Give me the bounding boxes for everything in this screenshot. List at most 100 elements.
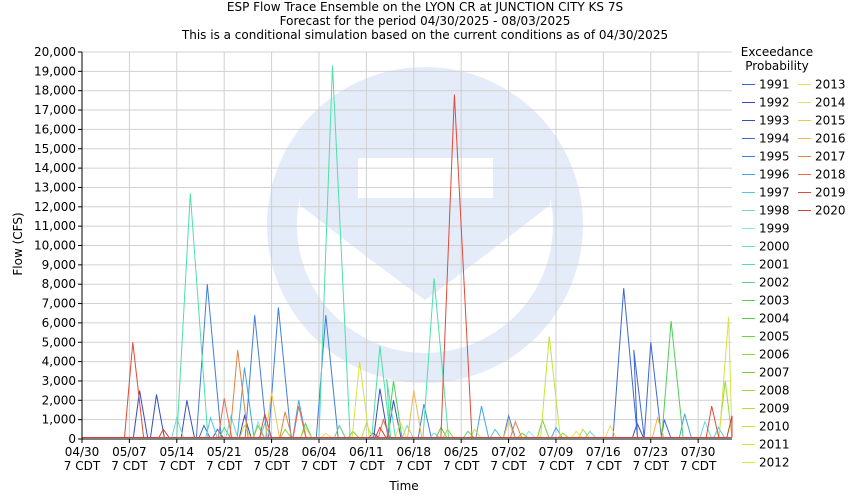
y-tick-label: 9,000 xyxy=(42,258,76,272)
y-tick-label: 18,000 xyxy=(34,84,76,98)
legend-swatch xyxy=(742,264,755,265)
chart-title: ESP Flow Trace Ensemble on the LYON CR a… xyxy=(226,0,624,14)
legend-swatch xyxy=(798,84,811,85)
legend-swatch xyxy=(742,462,755,463)
x-tick-label-date: 06/25 xyxy=(444,445,479,459)
legend-item-2018: 2018 xyxy=(798,165,846,183)
x-tick-label-date: 06/18 xyxy=(396,445,431,459)
y-tick-label: 11,000 xyxy=(34,219,76,233)
x-tick-label-date: 05/21 xyxy=(207,445,242,459)
legend-swatch xyxy=(742,102,755,103)
legend-item-1998: 1998 xyxy=(742,201,790,219)
legend-swatch xyxy=(742,120,755,121)
legend-item-2015: 2015 xyxy=(798,111,846,129)
legend-label: 1996 xyxy=(759,167,790,182)
y-tick-label: 6,000 xyxy=(42,316,76,330)
legend-label: 2014 xyxy=(815,95,846,110)
y-tick-label: 19,000 xyxy=(34,64,76,78)
legend-item-1994: 1994 xyxy=(742,129,790,147)
legend-swatch xyxy=(742,444,755,445)
legend-swatch xyxy=(798,102,811,103)
legend-label: 2000 xyxy=(759,239,790,254)
legend-label: 1998 xyxy=(759,203,790,218)
x-tick-label-tz: 7 CDT xyxy=(443,459,480,473)
plot-axes: 0 1,000 2,000 3,000 4,000 5,000 6,000 7,000 8,00… xyxy=(34,45,732,473)
y-tick-label: 1,000 xyxy=(42,413,76,427)
legend-label: 1994 xyxy=(759,131,790,146)
y-axis-label: Flow (CFS) xyxy=(11,212,25,275)
legend-swatch xyxy=(742,282,755,283)
series-line-2001 xyxy=(82,65,732,438)
x-tick-label-date: 04/30 xyxy=(65,445,100,459)
legend-swatch xyxy=(742,426,755,427)
legend-item-1995: 1995 xyxy=(742,147,790,165)
legend-swatch xyxy=(742,156,755,157)
y-tick-label: 2,000 xyxy=(42,393,76,407)
legend-label: 2010 xyxy=(759,419,790,434)
legend-item-2000: 2000 xyxy=(742,237,790,255)
legend-item-1993: 1993 xyxy=(742,111,790,129)
legend-swatch xyxy=(742,300,755,301)
y-tick-label: 10,000 xyxy=(34,239,76,253)
y-tick-label: 14,000 xyxy=(34,161,76,175)
series-line-2020 xyxy=(82,415,733,438)
x-tick-label-tz: 7 CDT xyxy=(253,459,290,473)
legend: Exceedance Probability 1991 1992 1993 1994 1… xyxy=(740,45,850,470)
legend-title-exceedance: Exceedance xyxy=(740,45,814,59)
x-tick-label-tz: 7 CDT xyxy=(348,459,385,473)
legend-item-2014: 2014 xyxy=(798,93,846,111)
plot-grid xyxy=(81,51,732,440)
legend-item-2016: 2016 xyxy=(798,129,846,147)
legend-item-2009: 2009 xyxy=(742,399,790,417)
legend-label: 2008 xyxy=(759,383,790,398)
y-tick-label: 8,000 xyxy=(42,277,76,291)
legend-item-2005: 2005 xyxy=(742,327,790,345)
legend-label: 2006 xyxy=(759,347,790,362)
legend-label: 2009 xyxy=(759,401,790,416)
x-tick-label-tz: 7 CDT xyxy=(206,459,243,473)
legend-label: 1993 xyxy=(759,113,790,128)
y-tick-label: 15,000 xyxy=(34,142,76,156)
series-line-1992 xyxy=(82,388,732,438)
series-lines xyxy=(82,65,733,438)
x-tick-label-tz: 7 CDT xyxy=(633,459,670,473)
series-line-2007 xyxy=(82,417,732,438)
legend-item-1999: 1999 xyxy=(742,219,790,237)
x-tick-label-tz: 7 CDT xyxy=(64,459,101,473)
x-tick-label-date: 06/04 xyxy=(302,445,337,459)
legend-item-2006: 2006 xyxy=(742,345,790,363)
legend-swatch xyxy=(742,372,755,373)
legend-swatch xyxy=(742,228,755,229)
legend-item-2019: 2019 xyxy=(798,183,846,201)
series-line-2017 xyxy=(82,349,732,438)
legend-label: 2003 xyxy=(759,293,790,308)
legend-item-2013: 2013 xyxy=(798,75,846,93)
x-tick-label-tz: 7 CDT xyxy=(680,459,717,473)
legend-swatch xyxy=(742,84,755,85)
y-tick-label: 16,000 xyxy=(34,122,76,136)
legend-swatch xyxy=(798,174,811,175)
legend-label: 2017 xyxy=(815,149,846,164)
legend-label: 2019 xyxy=(815,185,846,200)
legend-item-1992: 1992 xyxy=(742,93,790,111)
series-line-1997 xyxy=(82,415,732,438)
x-tick-label-tz: 7 CDT xyxy=(111,459,148,473)
legend-item-1997: 1997 xyxy=(742,183,790,201)
x-tick-label-date: 07/09 xyxy=(539,445,574,459)
legend-swatch xyxy=(742,192,755,193)
legend-item-2008: 2008 xyxy=(742,381,790,399)
legend-label: 2012 xyxy=(759,455,790,470)
legend-label: 2016 xyxy=(815,131,846,146)
legend-label: 2018 xyxy=(815,167,846,182)
y-tick-label: 3,000 xyxy=(42,374,76,388)
legend-item-2010: 2010 xyxy=(742,417,790,435)
x-tick-label-date: 05/28 xyxy=(254,445,289,459)
y-tick-label: 13,000 xyxy=(34,180,76,194)
legend-label: 1991 xyxy=(759,77,790,92)
legend-item-1991: 1991 xyxy=(742,75,790,93)
x-axis-label: Time xyxy=(388,479,418,493)
legend-label: 1997 xyxy=(759,185,790,200)
x-tick-label-date: 05/07 xyxy=(112,445,147,459)
legend-swatch xyxy=(798,156,811,157)
series-line-1996 xyxy=(82,367,732,438)
